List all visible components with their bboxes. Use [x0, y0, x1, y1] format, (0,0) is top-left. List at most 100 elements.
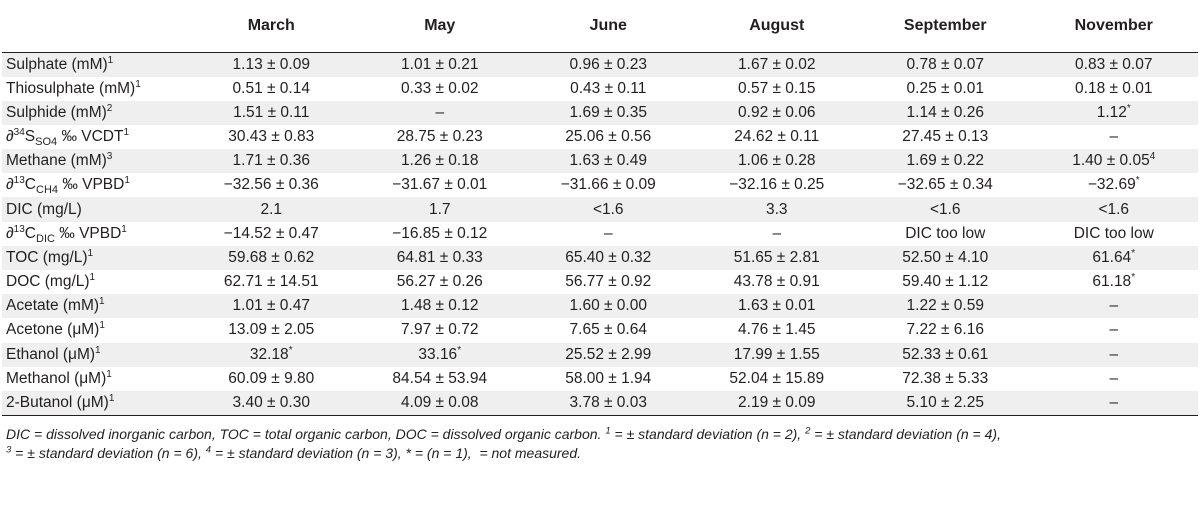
- cell-value: 1.01 ± 0.47: [232, 297, 310, 315]
- cell-value: 1.06 ± 0.28: [738, 152, 816, 170]
- table-cell: 30.43 ± 0.83: [187, 125, 356, 149]
- row-label-superscript: 34: [13, 126, 25, 138]
- cell-superscript: *: [1126, 102, 1131, 114]
- row-label: ∂13CDIC ‰ VPBD1: [2, 222, 187, 246]
- table-cell: −32.56 ± 0.36: [187, 173, 356, 197]
- footnote-marker: 1: [605, 425, 611, 437]
- cell-value: 0.57 ± 0.15: [738, 79, 816, 97]
- cell-value: 13.09 ± 2.05: [228, 321, 315, 339]
- cell-value: 32.18: [249, 345, 289, 363]
- cell-value: 0.43 ± 0.11: [570, 79, 647, 97]
- cell-value: 72.38 ± 5.33: [902, 369, 989, 387]
- cell-value: 1.71 ± 0.36: [232, 152, 310, 170]
- row-label-superscript: 3: [106, 151, 113, 162]
- table-cell: DIC too low: [1030, 222, 1199, 246]
- data-table-container: March May June August September November…: [2, 0, 1198, 463]
- table-row: Methane (mM)3 1.71 ± 0.36 1.26 ± 0.18 1.63 …: [2, 149, 1198, 174]
- row-label-superscript: 1: [123, 126, 130, 138]
- row-label-superscript: 1: [124, 175, 130, 187]
- table-cell: 0.51 ± 0.14: [187, 77, 356, 101]
- cell-superscript: 4: [1149, 151, 1156, 162]
- cell-value: 52.04 ± 15.89: [729, 369, 825, 387]
- cell-value: –: [1109, 127, 1119, 145]
- cell-superscript: *: [288, 344, 293, 356]
- row-label: TOC (mg/L)1: [2, 245, 187, 270]
- table-cell: 5.10 ± 2.25: [861, 390, 1030, 416]
- cell-value: –: [435, 103, 445, 121]
- cell-value: –: [1109, 297, 1119, 315]
- table-cell: 0.92 ± 0.06: [692, 100, 861, 125]
- header-cell: May: [355, 0, 524, 53]
- table-cell: −16.85 ± 0.12: [356, 222, 525, 246]
- row-label-superscript: 1: [107, 54, 114, 66]
- row-label-text: C: [24, 176, 36, 194]
- table-cell: 0.18 ± 0.01: [1030, 77, 1199, 101]
- cell-value: 3.40 ± 0.30: [232, 393, 310, 411]
- table-cell: <1.6: [1029, 197, 1198, 222]
- cell-value: 62.71 ± 14.51: [223, 273, 319, 291]
- table-cell: 3.3: [692, 197, 861, 222]
- cell-value: 1.26 ± 0.18: [401, 152, 479, 170]
- cell-value: 1.22 ± 0.59: [906, 297, 984, 315]
- cell-value: 1.51 ± 0.11: [233, 103, 310, 121]
- table-cell: 56.77 ± 0.92: [524, 270, 693, 294]
- cell-value: 1.13 ± 0.09: [232, 55, 310, 73]
- header-cell: August: [692, 0, 861, 53]
- cell-value: 64.81 ± 0.33: [396, 248, 483, 266]
- table-cell: 56.27 ± 0.26: [356, 270, 525, 294]
- row-label-text: ∂: [6, 224, 14, 242]
- table-cell: 32.18*: [187, 342, 356, 367]
- header-row: March May June August September November: [2, 0, 1198, 53]
- cell-value: 59.68 ± 0.62: [228, 248, 315, 266]
- cell-value: 1.40 ± 0.05: [1072, 152, 1150, 170]
- table-cell: 72.38 ± 5.33: [861, 367, 1030, 391]
- table-row: Sulphide (mM)2 1.51 ± 0.11 – 1.69 ± 0.35 0.9…: [2, 100, 1198, 125]
- table-cell: −31.66 ± 0.09: [524, 173, 693, 197]
- table-cell: 1.7: [355, 197, 524, 222]
- row-label-text: DOC (mg/L): [6, 273, 90, 291]
- row-label-text: S: [24, 127, 36, 145]
- cell-value: –: [1109, 369, 1119, 387]
- cell-value: 58.00 ± 1.94: [565, 369, 652, 387]
- table-row: DOC (mg/L)1 62.71 ± 14.51 56.27 ± 0.26 56.7…: [2, 270, 1198, 294]
- cell-value: 84.54 ± 53.94: [392, 369, 488, 387]
- table-cell: 2.1: [187, 197, 356, 222]
- cell-value: 1.69 ± 0.22: [906, 152, 984, 170]
- header-cell: March: [187, 0, 356, 53]
- table-cell: 1.48 ± 0.12: [355, 294, 524, 319]
- footnote-text: = ± standard deviation (n = 4),: [810, 425, 1001, 442]
- cell-value: 2.1: [260, 200, 283, 218]
- row-label: Acetone (μM)1: [2, 318, 187, 342]
- row-label-superscript: 1: [99, 296, 105, 308]
- row-label: Sulphate (mM)1: [2, 52, 187, 77]
- row-label-text: C: [24, 224, 36, 242]
- table-cell: –: [693, 222, 862, 246]
- cell-value: 52.33 ± 0.61: [902, 345, 989, 363]
- row-label: ∂13CCH4 ‰ VPBD1: [2, 173, 187, 197]
- row-label: Acetate (mM)1: [2, 294, 187, 319]
- table-cell: 51.65 ± 2.81: [692, 245, 861, 270]
- table-row: 2-Butanol (μM)1 3.40 ± 0.30 4.09 ± 0.08 3.7…: [2, 390, 1198, 416]
- table-cell: 1.71 ± 0.36: [187, 149, 356, 174]
- row-label-text: ‰ VPBD: [54, 224, 122, 242]
- footnote-text: = ± standard deviation (n = 2),: [610, 425, 806, 442]
- cell-value: 0.92 ± 0.06: [738, 103, 816, 121]
- cell-superscript: *: [457, 344, 462, 356]
- table-cell: 0.57 ± 0.15: [693, 77, 862, 101]
- table-row: ∂34SSO4 ‰ VCDT1 30.43 ± 0.83 28.75 ± 0.23 2…: [2, 125, 1198, 149]
- table-cell: 17.99 ± 1.55: [692, 342, 861, 367]
- cell-value: −14.52 ± 0.47: [223, 224, 319, 242]
- cell-value: 0.96 ± 0.23: [569, 55, 647, 73]
- row-label-text: TOC (mg/L): [6, 248, 88, 266]
- row-label-superscript: 1: [108, 392, 115, 404]
- row-label: Methanol (μM)1: [2, 367, 187, 391]
- table-cell: 3.40 ± 0.30: [187, 390, 356, 416]
- table-cell: 1.22 ± 0.59: [861, 294, 1030, 319]
- table-cell: 3.78 ± 0.03: [524, 390, 693, 416]
- table-row: Thiosulphate (mM)1 0.51 ± 0.14 0.33 ± 0.02…: [2, 77, 1198, 101]
- cell-value: 52.50 ± 4.10: [902, 248, 989, 266]
- table-cell: <1.6: [861, 197, 1030, 222]
- table-cell: 64.81 ± 0.33: [355, 245, 524, 270]
- table-cell: DIC too low: [861, 222, 1030, 246]
- table-cell: 1.51 ± 0.11: [187, 100, 356, 125]
